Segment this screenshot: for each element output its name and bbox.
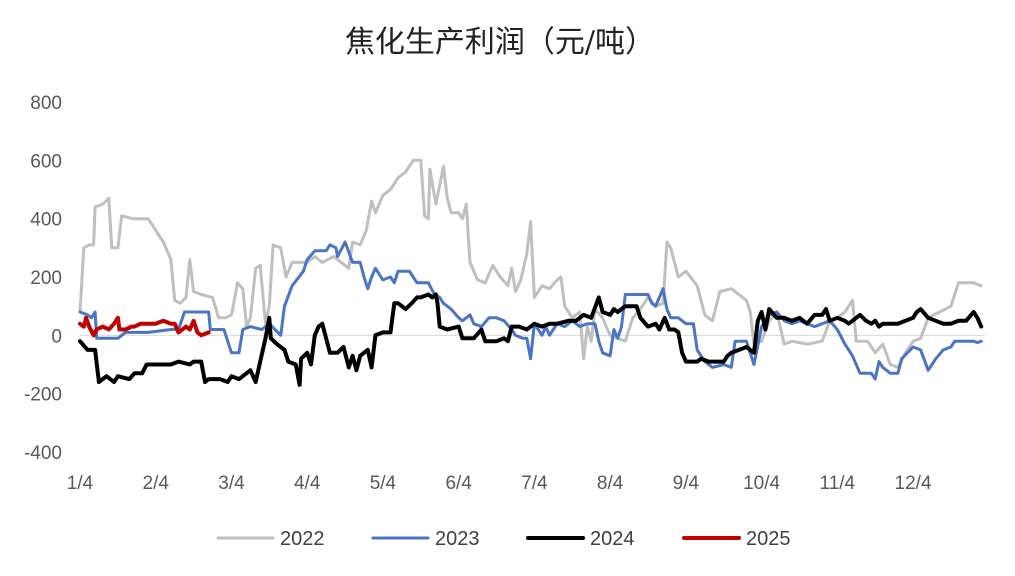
x-tick-label: 3/4 (218, 473, 245, 494)
x-tick-label: 6/4 (445, 473, 472, 494)
y-tick-label: -400 (24, 443, 62, 464)
x-tick-label: 8/4 (597, 473, 624, 494)
y-axis: 800 600 400 200 0 -200 -400 (24, 93, 62, 464)
x-tick-label: 7/4 (521, 473, 548, 494)
y-tick-label: 600 (30, 151, 62, 172)
y-tick-label: 0 (51, 326, 62, 347)
series-line-2025 (78, 315, 211, 338)
legend-label: 2023 (435, 528, 480, 550)
y-tick-label: 400 (30, 210, 62, 231)
series-line-2022 (78, 158, 983, 369)
x-tick-label: 2/4 (143, 473, 170, 494)
y-tick-label: -200 (24, 385, 62, 406)
legend-label: 2022 (280, 528, 325, 550)
x-tick-label: 10/4 (743, 473, 780, 494)
x-tick-label: 9/4 (673, 473, 700, 494)
legend-label: 2025 (746, 528, 791, 550)
chart-title: 焦化生产利润（元/吨） (345, 25, 655, 60)
legend: 2022 2023 2024 2025 (216, 528, 791, 550)
x-tick-label: 1/4 (67, 473, 94, 494)
y-tick-label: 200 (30, 268, 62, 289)
x-tick-label: 5/4 (370, 473, 397, 494)
legend-label: 2024 (590, 528, 635, 550)
series-line-2024 (78, 292, 984, 387)
y-tick-label: 800 (30, 93, 62, 114)
series-line-2023 (78, 240, 983, 381)
x-tick-label: 12/4 (895, 473, 932, 494)
x-tick-label: 11/4 (820, 473, 856, 494)
x-tick-label: 4/4 (294, 473, 321, 494)
x-axis: 1/4 2/4 3/4 4/4 5/4 6/4 7/4 8/4 9/4 10/4 11/4 12/4 (67, 473, 932, 494)
series-layer (78, 158, 984, 387)
